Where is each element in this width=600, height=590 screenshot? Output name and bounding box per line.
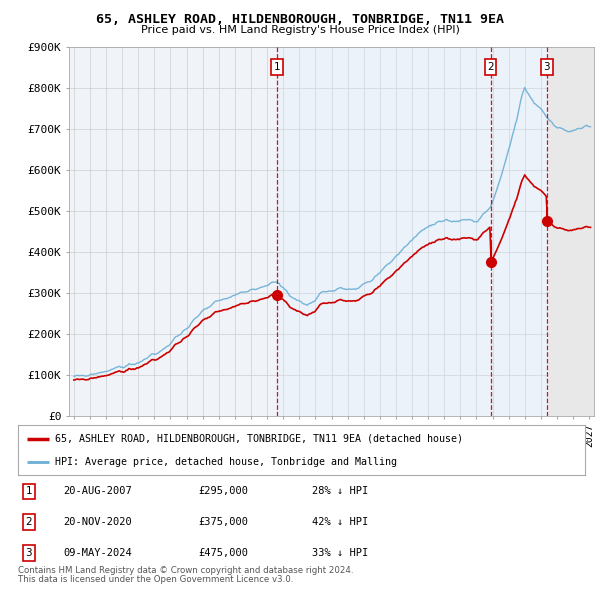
Bar — [277, 47, 549, 416]
Text: 3: 3 — [544, 62, 550, 72]
Text: £295,000: £295,000 — [198, 487, 248, 496]
Text: £375,000: £375,000 — [198, 517, 248, 527]
Text: 33% ↓ HPI: 33% ↓ HPI — [312, 548, 368, 558]
Text: This data is licensed under the Open Government Licence v3.0.: This data is licensed under the Open Gov… — [18, 575, 293, 584]
Text: 65, ASHLEY ROAD, HILDENBOROUGH, TONBRIDGE, TN11 9EA: 65, ASHLEY ROAD, HILDENBOROUGH, TONBRIDG… — [96, 13, 504, 26]
Bar — [549, 47, 594, 416]
Text: 2: 2 — [487, 62, 494, 72]
Text: 1: 1 — [25, 487, 32, 496]
Text: 28% ↓ HPI: 28% ↓ HPI — [312, 487, 368, 496]
Text: £475,000: £475,000 — [198, 548, 248, 558]
Text: 65, ASHLEY ROAD, HILDENBOROUGH, TONBRIDGE, TN11 9EA (detached house): 65, ASHLEY ROAD, HILDENBOROUGH, TONBRIDG… — [55, 434, 463, 444]
Text: 20-AUG-2007: 20-AUG-2007 — [63, 487, 132, 496]
Text: 20-NOV-2020: 20-NOV-2020 — [63, 517, 132, 527]
Text: Contains HM Land Registry data © Crown copyright and database right 2024.: Contains HM Land Registry data © Crown c… — [18, 566, 353, 575]
Text: 09-MAY-2024: 09-MAY-2024 — [63, 548, 132, 558]
Text: Price paid vs. HM Land Registry's House Price Index (HPI): Price paid vs. HM Land Registry's House … — [140, 25, 460, 35]
Text: 2: 2 — [25, 517, 32, 527]
Text: HPI: Average price, detached house, Tonbridge and Malling: HPI: Average price, detached house, Tonb… — [55, 457, 397, 467]
Text: 42% ↓ HPI: 42% ↓ HPI — [312, 517, 368, 527]
Text: 3: 3 — [25, 548, 32, 558]
Text: 1: 1 — [274, 62, 280, 72]
